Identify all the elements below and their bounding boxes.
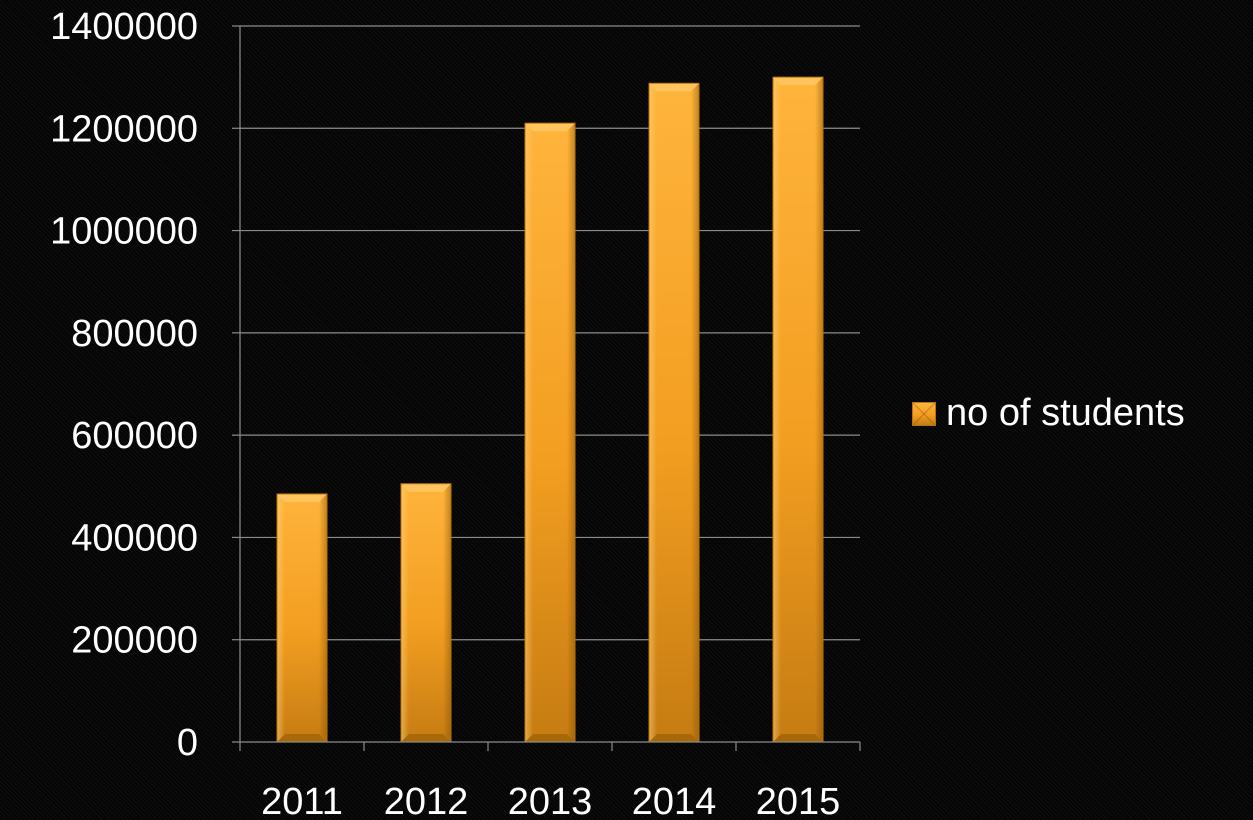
bar-bevel-left <box>649 83 657 742</box>
axes <box>232 25 861 751</box>
bar-bevel-top <box>525 123 575 132</box>
bar-bevel-bottom <box>525 734 575 742</box>
bar-bevel-bottom <box>277 734 327 742</box>
bar-bevel-bottom <box>649 734 699 742</box>
bar-2013 <box>524 122 576 743</box>
x-tick-label: 2012 <box>384 781 469 820</box>
y-tick-label: 0 <box>177 722 198 764</box>
bar-bevel-top <box>649 83 699 92</box>
bar-bevel-right <box>567 123 575 742</box>
bar-bevel-left <box>525 123 533 742</box>
y-tick-label: 200000 <box>71 620 198 662</box>
y-tick-labels: 0 200000 400000 600000 800000 1000000 1200000 1… <box>50 6 198 764</box>
bar-bevel-bottom <box>401 734 451 742</box>
x-tick-labels: 2011 2012 2013 2014 2015 <box>261 781 840 820</box>
bar <box>773 77 823 742</box>
x-tick-label: 2015 <box>756 781 841 820</box>
bar-bevel-bottom <box>773 734 823 742</box>
bar-2012 <box>400 483 452 743</box>
y-tick-label: 600000 <box>71 415 198 457</box>
bar-bevel-right <box>443 483 451 742</box>
bar-bevel-top <box>277 493 327 502</box>
legend-label: no of students <box>946 392 1185 434</box>
x-tick-label: 2014 <box>632 781 717 820</box>
bar <box>401 483 451 742</box>
y-tick-label: 1000000 <box>50 211 198 253</box>
bar <box>525 123 575 742</box>
y-tick-label: 800000 <box>71 313 198 355</box>
y-tick-label: 1400000 <box>50 6 198 48</box>
y-tick-label: 400000 <box>71 517 198 559</box>
bar-bevel-right <box>319 493 327 742</box>
bar-2011 <box>276 493 328 743</box>
bar-2014 <box>648 82 700 743</box>
bar-bevel-top <box>401 483 451 492</box>
legend: no of students <box>912 392 1185 435</box>
bar <box>649 83 699 742</box>
x-tick-label: 2011 <box>261 781 343 820</box>
x-tick-label: 2013 <box>508 781 593 820</box>
bars <box>276 76 824 743</box>
bar <box>277 493 327 742</box>
bar-bevel-left <box>277 493 285 742</box>
bar-bevel-left <box>401 483 409 742</box>
legend-swatch <box>912 401 936 426</box>
bar-bevel-right <box>691 83 699 742</box>
bar-bevel-left <box>773 77 781 742</box>
y-tick-label: 1200000 <box>50 108 198 150</box>
bar-bevel-top <box>773 77 823 86</box>
bar-bevel-right <box>815 77 823 742</box>
bar-2015 <box>772 76 824 743</box>
